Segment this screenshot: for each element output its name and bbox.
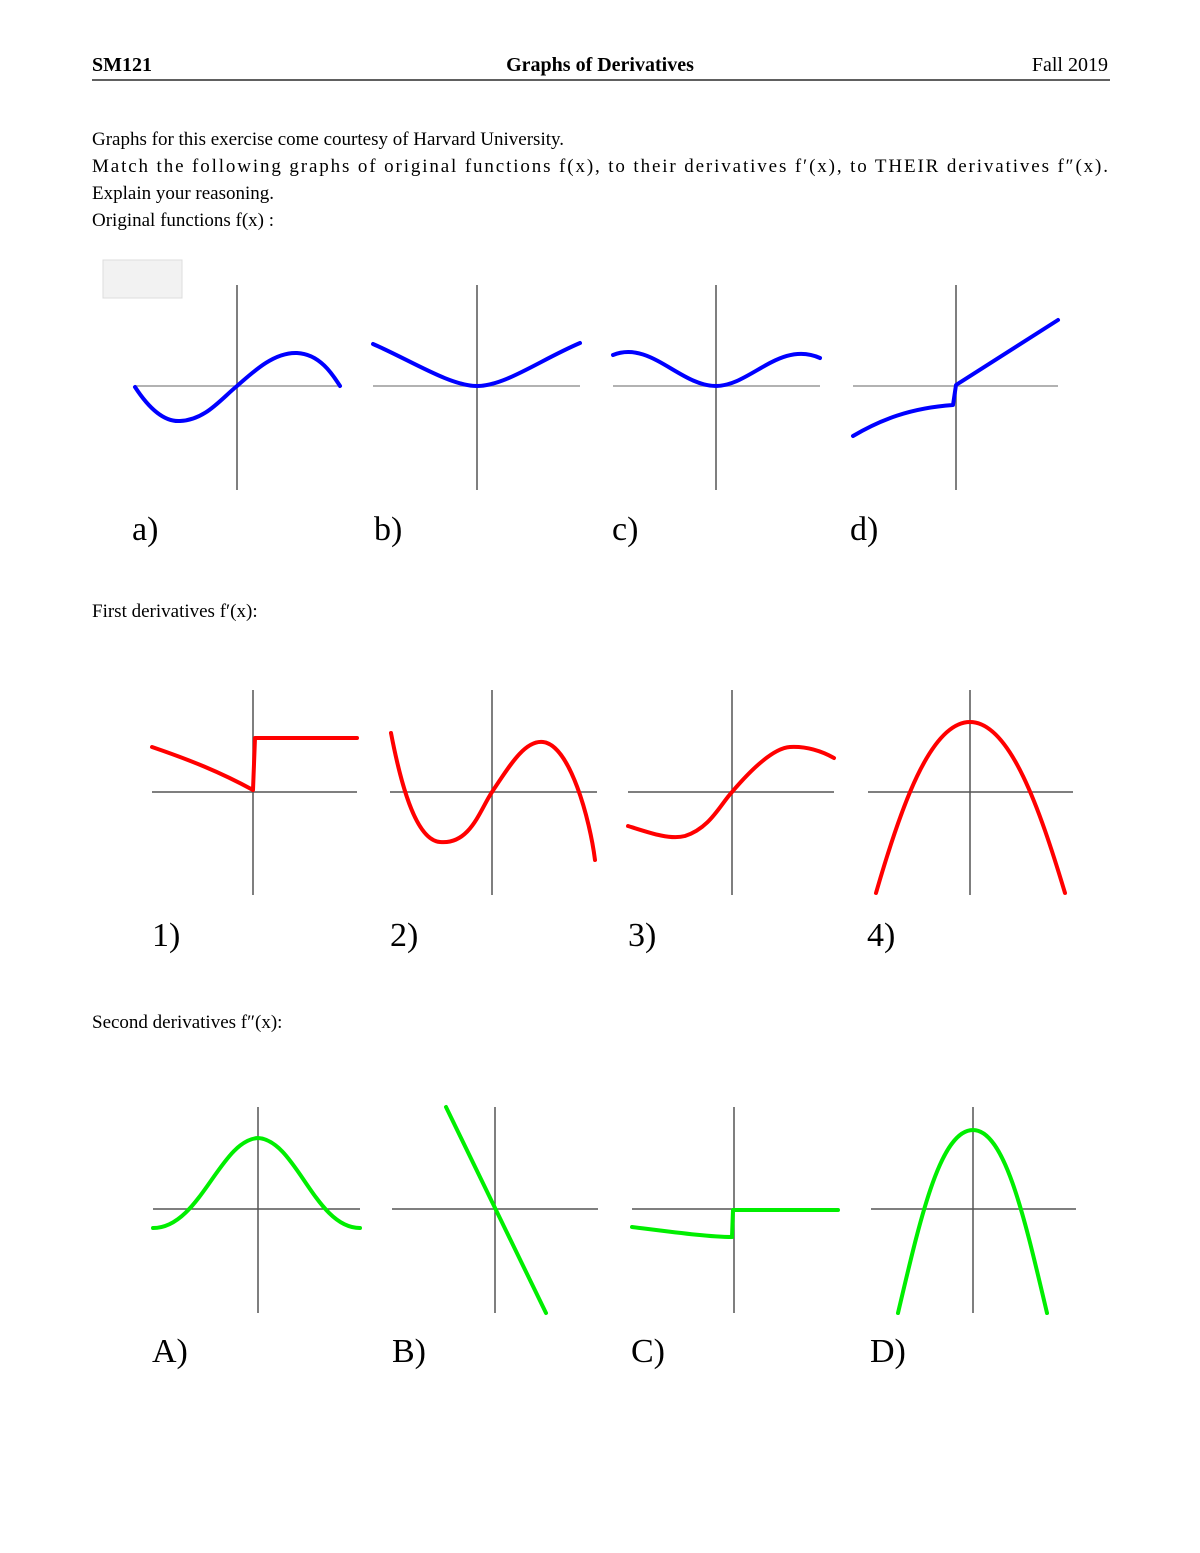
intro-line: Explain your reasoning. <box>92 183 274 204</box>
graph-label: 2) <box>390 917 418 954</box>
graph-label: b) <box>374 511 402 548</box>
placeholder-box <box>102 259 183 299</box>
graph-label: c) <box>612 511 638 548</box>
term: Fall 2019 <box>1032 54 1108 76</box>
section-heading: Original functions f(x) : <box>92 210 274 231</box>
graph-label: a) <box>132 511 158 548</box>
section-heading: First derivatives f′(x): <box>92 601 258 622</box>
graph-label: C) <box>631 1333 665 1370</box>
graph-label: 1) <box>152 917 180 954</box>
graph-label: A) <box>152 1333 188 1370</box>
graph-row <box>150 690 1073 895</box>
section-heading: Second derivatives f″(x): <box>92 1012 282 1033</box>
page-title: Graphs of Derivatives <box>506 54 694 76</box>
graph-label: 3) <box>628 917 656 954</box>
graph-label: D) <box>870 1333 906 1370</box>
course: SM121 <box>92 54 152 76</box>
intro-line: Match the following graphs of original f… <box>92 156 1108 177</box>
graph-label: d) <box>850 511 878 548</box>
graph-label: B) <box>392 1333 426 1370</box>
graph-label: 4) <box>867 917 895 954</box>
graph-row <box>133 285 1060 490</box>
graph-row <box>151 1105 1076 1315</box>
intro-line: Graphs for this exercise come courtesy o… <box>92 129 564 150</box>
